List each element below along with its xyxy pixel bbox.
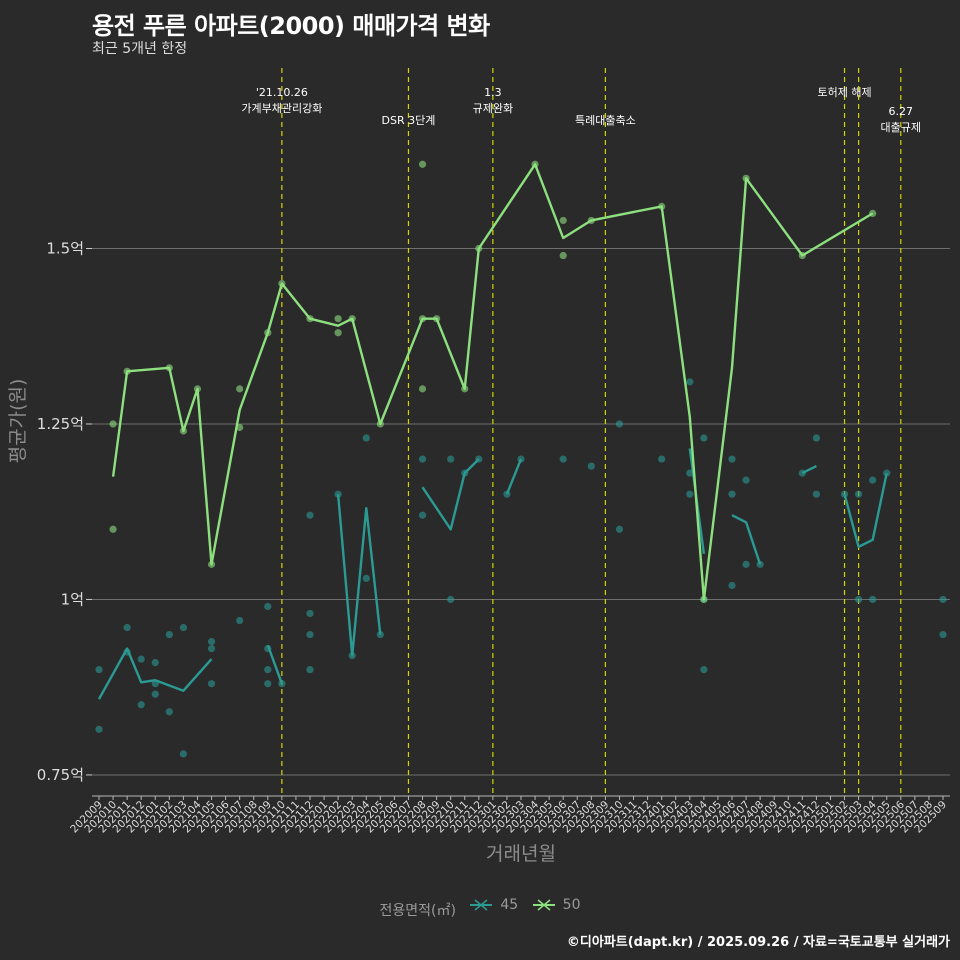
series-line-45	[266, 644, 284, 685]
data-point-50	[559, 216, 567, 225]
legend-title: 전용면적(㎡)	[379, 903, 456, 919]
data-point-50	[109, 420, 117, 428]
data-point-45	[686, 469, 694, 477]
chart-subtitle: 최근 5개년 한정	[92, 41, 188, 57]
series-line-50	[111, 163, 874, 601]
series-line-45	[801, 465, 817, 475]
data-point-45	[559, 455, 567, 463]
data-point-45	[264, 666, 272, 674]
data-point-50	[334, 315, 342, 323]
data-point-45	[207, 637, 216, 646]
data-point-45	[362, 574, 370, 583]
data-point-45	[306, 511, 314, 519]
data-point-45	[151, 690, 159, 698]
data-point-45	[306, 630, 314, 639]
data-point-50	[418, 160, 427, 168]
data-point-45	[362, 434, 370, 442]
data-point-45	[123, 623, 131, 632]
data-point-45	[95, 666, 103, 674]
data-point-45	[418, 511, 427, 519]
data-point-45	[95, 725, 103, 733]
data-point-45	[700, 666, 708, 674]
y-tick-label: 0.75억	[37, 766, 84, 784]
series-line-45	[843, 472, 888, 548]
data-point-45	[447, 595, 455, 604]
legend-item-50: 50	[531, 895, 581, 915]
data-point-45	[686, 378, 694, 386]
data-point-45	[179, 750, 187, 758]
x-axis-title: 거래년월	[486, 843, 556, 865]
data-point-50	[559, 251, 567, 260]
series-line-45	[336, 494, 382, 657]
source-caption: ©디아파트(dapt.kr) / 2025.09.26 / 자료=국토교통부 실…	[566, 935, 950, 950]
data-point-45	[812, 490, 821, 498]
data-point-45	[869, 476, 877, 484]
data-point-50	[236, 385, 244, 393]
event-label: 1.3	[484, 86, 502, 99]
data-point-45	[447, 455, 455, 463]
data-point-45	[179, 623, 187, 632]
series-line-45	[505, 458, 523, 495]
data-point-45	[855, 595, 863, 604]
event-label: 대출규제	[881, 121, 921, 134]
data-point-45	[742, 476, 750, 484]
data-point-50	[109, 525, 117, 533]
data-point-45	[151, 659, 159, 667]
data-point-45	[658, 455, 666, 463]
event-label: 특례대출축소	[575, 114, 636, 127]
data-point-45	[869, 595, 877, 604]
y-tick-label: 1억	[61, 590, 84, 608]
data-point-45	[207, 644, 216, 653]
event-label: 토허제 해제	[817, 85, 871, 99]
data-point-45	[686, 490, 694, 498]
data-point-45	[264, 602, 272, 611]
legend: 전용면적(㎡) 45 50	[0, 895, 960, 920]
series-line-45	[97, 647, 213, 700]
data-point-45	[939, 630, 947, 639]
data-point-45	[742, 560, 750, 568]
data-point-45	[165, 630, 173, 639]
y-tick-label: 1.25억	[37, 415, 84, 433]
legend-item-45: 45	[468, 895, 518, 915]
data-point-45	[306, 666, 314, 674]
event-label: 규제완화	[473, 102, 513, 115]
data-point-45	[306, 609, 314, 618]
data-point-45	[728, 490, 736, 498]
event-label: 6.27	[889, 105, 914, 118]
data-point-45	[840, 490, 849, 498]
event-label: '21.10.26	[256, 86, 308, 99]
series-line-45	[731, 514, 762, 565]
chart-title: 용전 푸른 아파트(2000) 매매가격 변화	[92, 12, 490, 40]
data-point-45	[728, 455, 736, 463]
legend-key-45-icon	[468, 895, 494, 915]
data-point-45	[700, 434, 708, 442]
data-point-45	[939, 595, 947, 604]
series-line-45	[421, 458, 480, 531]
legend-label-50: 50	[562, 897, 581, 913]
data-point-45	[587, 462, 595, 470]
data-point-45	[615, 525, 624, 533]
event-label: DSR 3단계	[382, 114, 436, 127]
legend-label-45: 45	[500, 897, 519, 913]
data-point-45	[236, 616, 244, 625]
data-point-45	[615, 420, 624, 428]
data-point-50	[334, 329, 342, 337]
data-point-45	[165, 708, 173, 716]
legend-key-50-icon	[531, 895, 557, 915]
y-axis-title: 평균가(원)	[7, 379, 29, 464]
data-point-45	[728, 581, 736, 590]
data-point-45	[812, 434, 821, 442]
data-point-45	[137, 655, 145, 663]
y-tick-label: 1.5억	[46, 240, 84, 258]
data-point-45	[137, 701, 145, 709]
data-point-45	[855, 490, 863, 498]
data-point-45	[334, 490, 342, 498]
event-label: 가계부채관리강화	[241, 102, 322, 115]
data-point-50	[418, 385, 427, 393]
data-point-45	[207, 680, 216, 688]
data-point-45	[418, 455, 427, 463]
data-point-45	[264, 680, 272, 688]
